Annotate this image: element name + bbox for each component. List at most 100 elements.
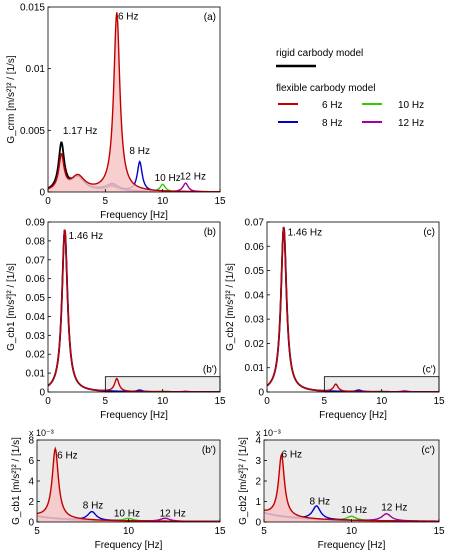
x-tick-label-a-1: 5: [103, 196, 109, 207]
zoom-box-label-b: (b'): [203, 365, 217, 376]
peak-annotation-a-1: 6 Hz: [118, 11, 139, 22]
y-tick-label-a-2: 0.01: [26, 64, 46, 75]
chart-panel-c: (c') 0 5 10 15 0 0.01 0.02 0.03 0.04 0.05 0.06 0.07 F…: [225, 218, 445, 422]
y-axis-label-a: G_crm [m/s²]² / [1/s]: [6, 55, 17, 144]
peak-annotation-bp-2: 10 Hz: [114, 508, 140, 519]
x-axis-label-cp: Frequency [Hz]: [318, 540, 386, 550]
plot-area-c: [267, 222, 439, 392]
legend: rigid carbody model flexible carbody mod…: [276, 48, 424, 129]
y-tick-label-c-1: 0.01: [245, 363, 265, 374]
peak-annotation-a-2: 8 Hz: [129, 146, 150, 157]
axes-frame-a: [47, 6, 221, 193]
legend-label-10hz: 10 Hz: [398, 100, 424, 111]
legend-label-6hz: 6 Hz: [322, 100, 343, 111]
peak-annotation-cp-0: 6 Hz: [282, 449, 303, 460]
plot-area-cp: [264, 440, 439, 522]
x-axis-label-c: Frequency [Hz]: [319, 410, 387, 421]
y-tick-label-a-1: 0.005: [20, 126, 45, 137]
y-tick-label-b-1: 0.01: [26, 369, 46, 380]
x-tick-label-c-2: 10: [376, 396, 388, 407]
x-axis-label-a: Frequency [Hz]: [100, 210, 168, 221]
y-tick-label-bp-3: 6: [28, 456, 34, 467]
y-tick-label-cp-3: 3: [255, 456, 261, 467]
y-axis-label-cp: G_cb2 [m/s²]² / [1/s]: [238, 437, 249, 525]
y-axis-label-bp: G_cb1 [m/s²]² / [1/s]: [11, 437, 22, 525]
y-tick-label-b-9: 0.09: [26, 218, 46, 229]
y-tick-label-a-3: 0.015: [20, 3, 45, 14]
peak-annotation-cp-2: 10 Hz: [341, 505, 367, 516]
y-tick-label-b-6: 0.06: [26, 274, 46, 285]
panel-label-b: (b): [204, 227, 216, 238]
x-tick-label-cp-0: 5: [261, 526, 267, 537]
legend-label-8hz: 8 Hz: [322, 118, 343, 129]
peak-annotation-a-3: 10 Hz: [155, 173, 181, 184]
x-tick-label-a-3: 15: [214, 196, 226, 207]
x-tick-label-b-3: 15: [214, 396, 226, 407]
plot-area-b: [48, 222, 220, 392]
y-tick-label-cp-1: 1: [255, 497, 261, 508]
y-tick-label-b-4: 0.04: [26, 312, 46, 323]
y-tick-label-b-8: 0.08: [26, 236, 46, 247]
peak-annotation-bp-3: 12 Hz: [160, 508, 186, 519]
chart-panel-b: (b') 0 5 10 15 0 0.01 0.02 0.03 0.04 0.05 0.06 0.07 0…: [6, 218, 226, 422]
peak-annotation-bp-1: 8 Hz: [83, 501, 104, 512]
chart-panel-a: 0 5 10 15 0 0.005 0.01 0.015 Frequency [Hz] G_crm…: [6, 3, 226, 222]
y-tick-label-b-3: 0.03: [26, 331, 46, 342]
x-tick-label-b-2: 10: [157, 396, 169, 407]
peak-annotation-c-0: 1.46 Hz: [288, 227, 322, 238]
x-tick-label-cp-1: 10: [346, 526, 358, 537]
y-tick-label-b-7: 0.07: [26, 255, 46, 266]
legend-label-12hz: 12 Hz: [398, 118, 424, 129]
x-tick-label-a-2: 10: [157, 196, 169, 207]
axes-frame-c: [266, 221, 440, 393]
y-tick-label-cp-2: 2: [255, 477, 261, 488]
y-tick-label-b-0: 0: [39, 388, 45, 399]
y-tick-label-bp-1: 2: [28, 497, 34, 508]
x-tick-label-b-0: 0: [45, 396, 51, 407]
legend-title-flexible: flexible carbody model: [276, 83, 376, 94]
legend-label-rigid: rigid carbody model: [276, 48, 363, 59]
y-tick-label-bp-0: 0: [28, 518, 34, 529]
panel-label-a: (a): [204, 12, 216, 23]
y-tick-label-c-7: 0.07: [245, 218, 265, 229]
x-tick-label-c-0: 0: [264, 396, 270, 407]
x-tick-label-bp-2: 15: [214, 526, 226, 537]
y-tick-label-cp-4: 4: [255, 436, 261, 447]
chart-panel-bp: 5 10 15 0 2 4 6 8 Frequency [Hz] G_cb1 [m/s²]² / …: [11, 428, 226, 550]
chart-panel-cp: 5 10 15 0 1 2 3 4 Frequency [Hz] G_cb2 [m/s²]² / …: [238, 428, 445, 550]
y-tick-label-c-5: 0.05: [245, 266, 265, 277]
x-tick-label-c-3: 15: [433, 396, 445, 407]
peak-annotation-b-0: 1.46 Hz: [69, 231, 103, 242]
plot-area-a: [48, 7, 220, 192]
peak-annotation-cp-1: 8 Hz: [310, 497, 331, 508]
x-tick-label-b-1: 5: [103, 396, 109, 407]
peak-annotation-bp-0: 6 Hz: [57, 450, 78, 461]
x-tick-label-cp-2: 15: [433, 526, 445, 537]
panel-label-cp: (c'): [421, 445, 435, 456]
axes-frame-b: [47, 221, 221, 393]
peak-annotation-a-4: 12 Hz: [180, 172, 206, 183]
x-axis-label-b: Frequency [Hz]: [100, 410, 168, 421]
x-tick-label-bp-1: 10: [123, 526, 135, 537]
y-tick-label-b-5: 0.05: [26, 293, 46, 304]
y-tick-label-bp-4: 8: [28, 436, 34, 447]
y-exponent-bp: x 10⁻³: [29, 428, 54, 438]
x-tick-label-bp-0: 5: [34, 526, 40, 537]
y-axis-label-b: G_cb1 [m/s²]² / [1/s]: [6, 263, 17, 351]
peak-annotation-cp-3: 12 Hz: [381, 503, 407, 514]
plot-area-bp: [37, 440, 220, 522]
zoom-box-label-c: (c'): [422, 365, 436, 376]
panel-label-c: (c): [423, 227, 435, 238]
series-line-6hz-a: [48, 12, 220, 192]
panel-label-bp: (b'): [202, 445, 216, 456]
y-tick-label-c-3: 0.03: [245, 315, 265, 326]
peak-annotation-a-0: 1.17 Hz: [63, 126, 97, 137]
y-tick-label-b-2: 0.02: [26, 350, 46, 361]
y-tick-label-bp-2: 4: [28, 477, 34, 488]
y-tick-label-c-6: 0.06: [245, 242, 265, 253]
y-tick-label-cp-0: 0: [255, 518, 261, 529]
y-tick-label-c-4: 0.04: [245, 290, 265, 301]
x-tick-label-c-1: 5: [322, 396, 328, 407]
x-tick-label-a-0: 0: [45, 196, 51, 207]
